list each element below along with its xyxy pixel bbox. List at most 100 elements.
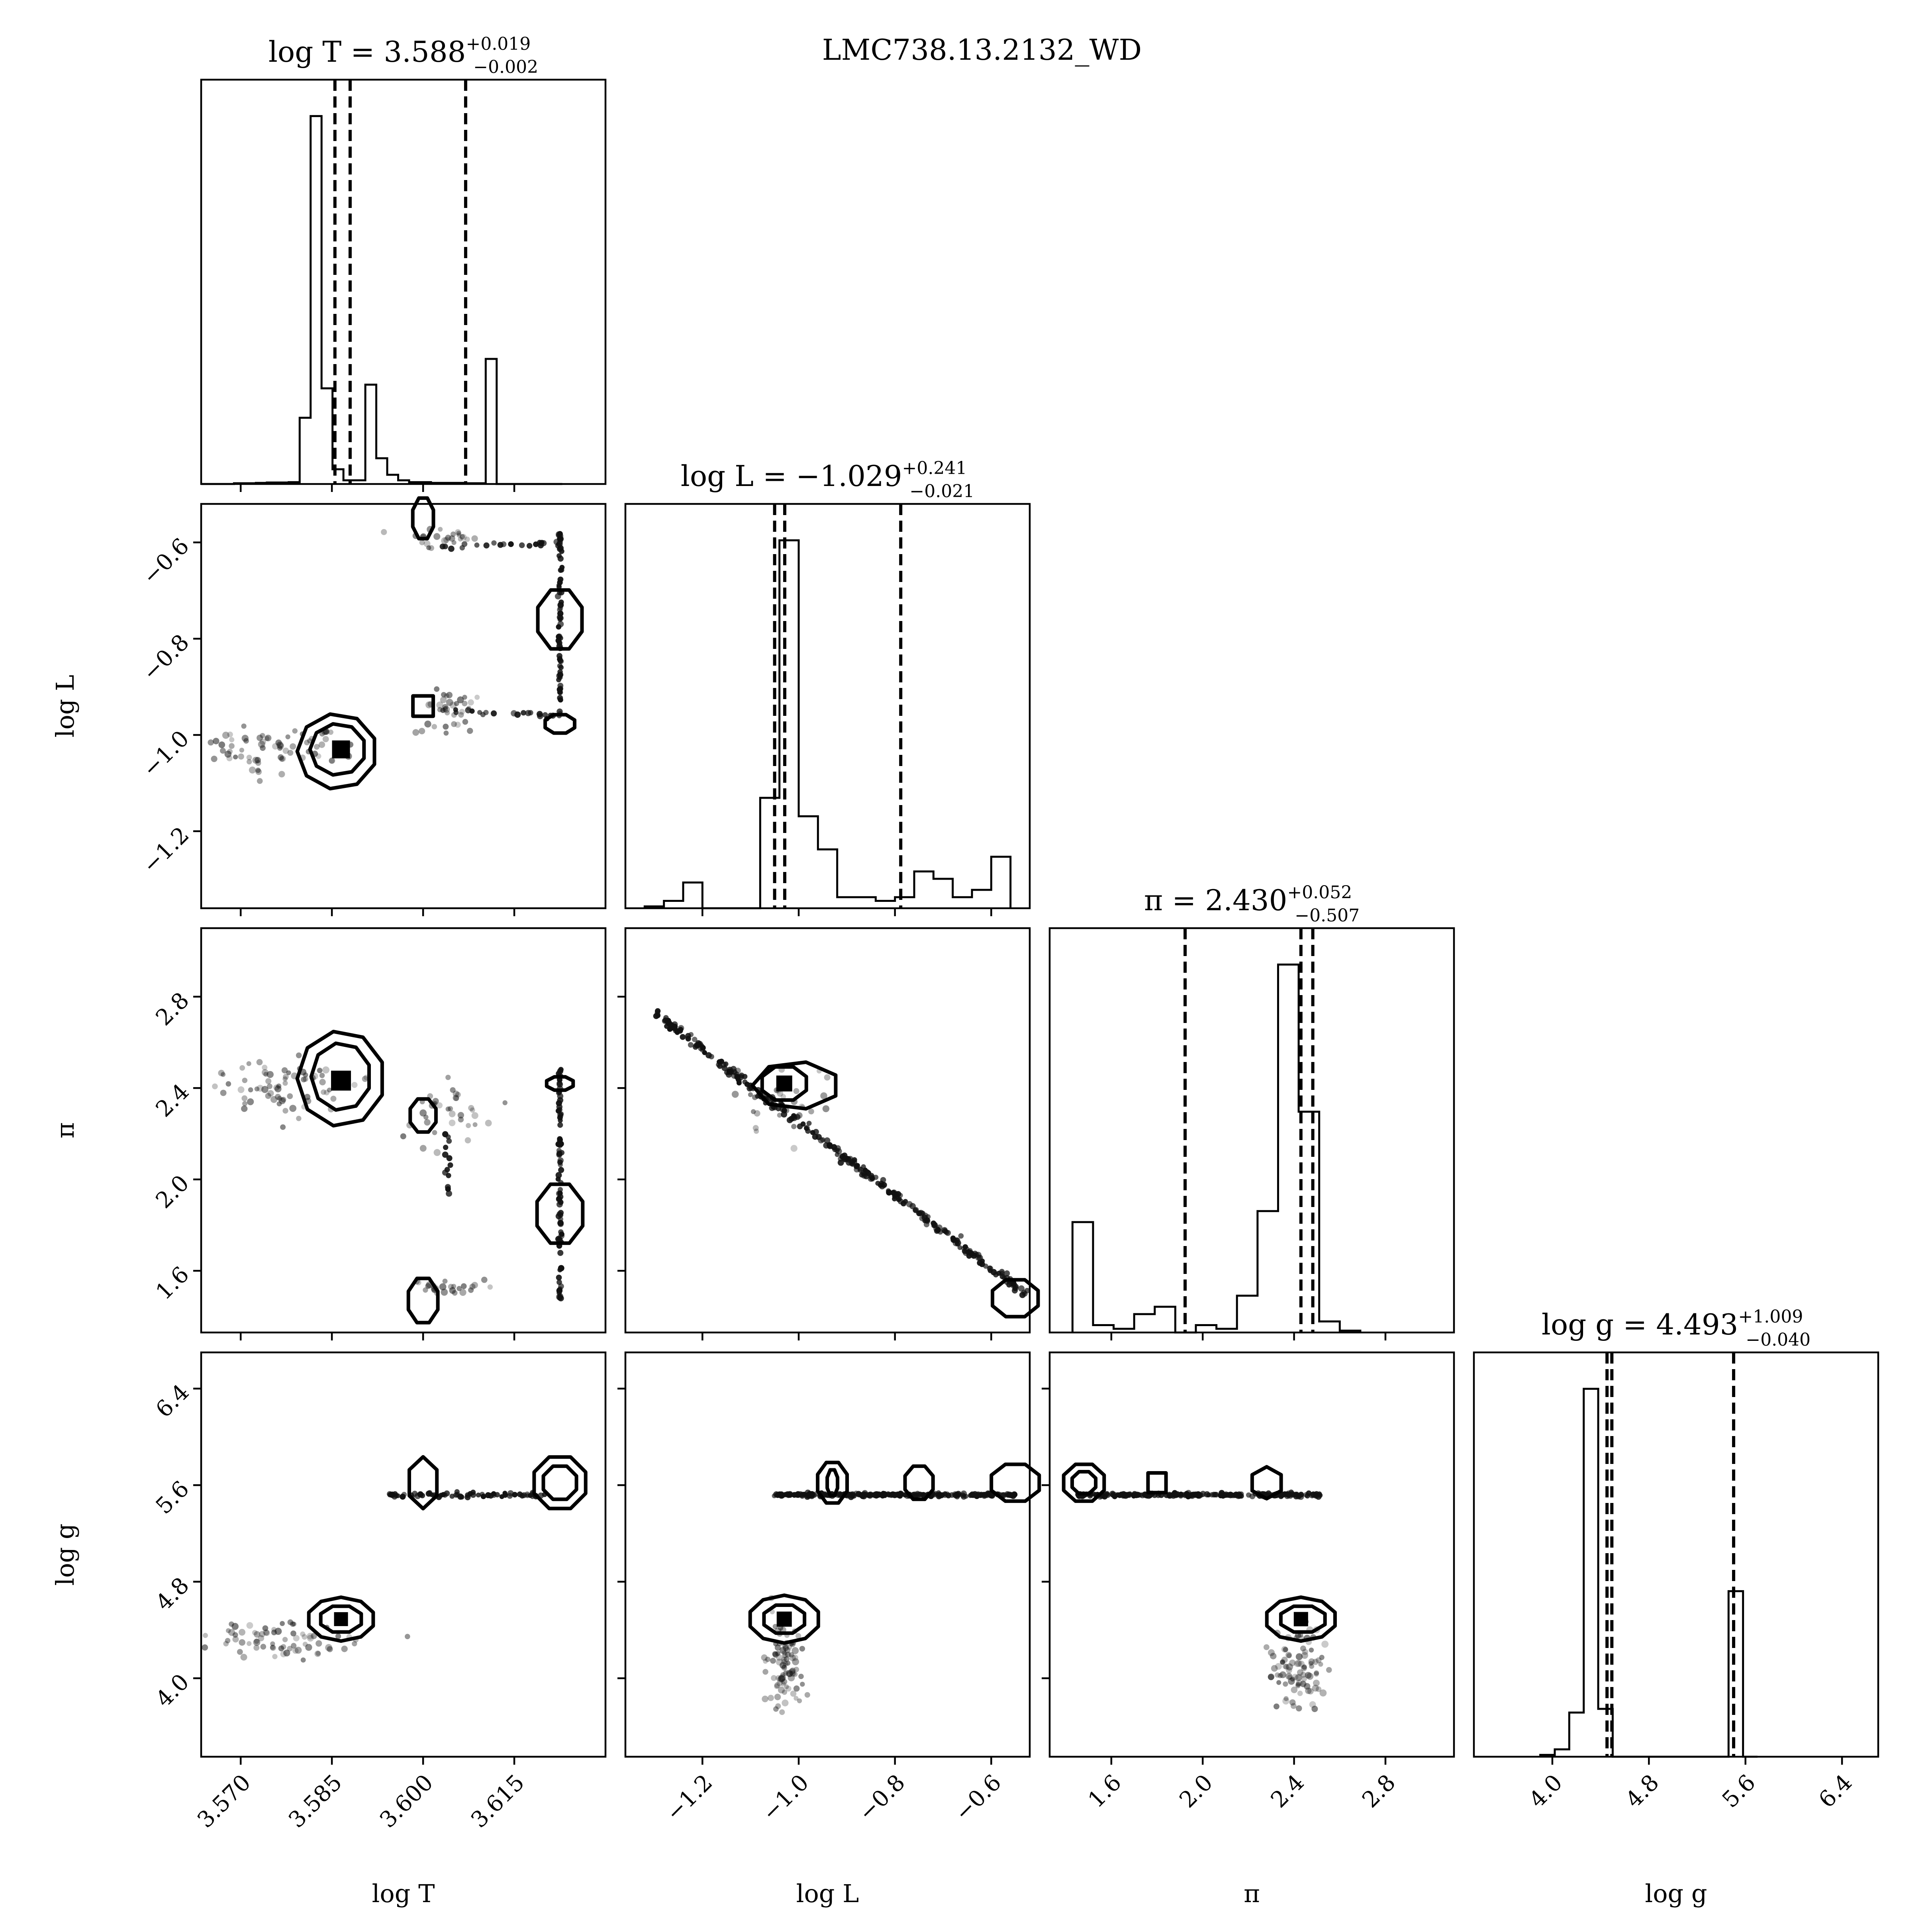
xtick-label-pi: 2.4 bbox=[1266, 1769, 1309, 1813]
sample-point bbox=[462, 700, 468, 707]
sample-point bbox=[287, 1619, 294, 1625]
sample-point bbox=[1308, 1661, 1313, 1666]
sample-point bbox=[283, 1650, 290, 1657]
sample-point bbox=[1309, 1647, 1314, 1653]
sample-point bbox=[556, 1103, 563, 1110]
sample-point bbox=[795, 1633, 801, 1639]
sample-point bbox=[556, 584, 562, 590]
sample-point bbox=[806, 1121, 812, 1126]
sample-point bbox=[999, 1274, 1005, 1280]
sample-point bbox=[557, 1115, 563, 1121]
sample-point bbox=[304, 739, 310, 746]
scatter-panel-logL-logg bbox=[617, 1351, 1041, 1765]
sample-point bbox=[257, 778, 263, 784]
sample-point bbox=[804, 1692, 810, 1698]
sample-point bbox=[1326, 1667, 1332, 1673]
sample-point bbox=[671, 1023, 678, 1030]
sample-point bbox=[834, 1147, 840, 1153]
sample-point bbox=[752, 1094, 758, 1100]
sample-point bbox=[788, 1674, 795, 1681]
sample-point bbox=[239, 1629, 246, 1636]
sample-point bbox=[246, 759, 252, 764]
sample-point bbox=[211, 755, 217, 762]
sample-point bbox=[750, 1109, 756, 1114]
ytick-label-pi: 2.4 bbox=[151, 1079, 194, 1122]
sample-point bbox=[314, 1650, 321, 1657]
sample-point bbox=[1290, 1703, 1297, 1709]
sample-point bbox=[258, 741, 265, 748]
sample-point bbox=[777, 1113, 782, 1118]
sample-point bbox=[1298, 1660, 1305, 1667]
sample-point bbox=[1263, 1644, 1270, 1650]
contour-mode bbox=[408, 1455, 439, 1511]
sample-point bbox=[1301, 1664, 1307, 1670]
xtick-label-pi: 2.0 bbox=[1174, 1769, 1218, 1813]
sample-point bbox=[263, 1072, 268, 1077]
sample-point bbox=[502, 1491, 507, 1496]
sample-point bbox=[318, 741, 325, 748]
xaxis-label-logT: log T bbox=[372, 1879, 435, 1908]
sample-point bbox=[521, 710, 526, 716]
histogram-logg bbox=[1539, 1387, 1758, 1758]
sample-point bbox=[754, 1129, 759, 1134]
contour-inner bbox=[309, 1041, 371, 1112]
sample-point bbox=[559, 549, 564, 554]
sample-point bbox=[967, 1248, 973, 1253]
sample-point bbox=[290, 1630, 296, 1636]
sample-point bbox=[443, 723, 449, 730]
sample-point bbox=[558, 697, 563, 702]
sample-point bbox=[776, 1654, 783, 1661]
sample-point bbox=[805, 1128, 811, 1134]
sample-point bbox=[813, 1129, 819, 1135]
sample-point bbox=[460, 534, 467, 541]
sample-point bbox=[246, 1622, 253, 1629]
sample-point bbox=[450, 531, 456, 537]
sample-point bbox=[449, 701, 457, 709]
sample-point bbox=[754, 1110, 760, 1117]
sample-point bbox=[913, 1493, 919, 1499]
axes-frame-logT bbox=[200, 78, 607, 485]
sample-point bbox=[663, 1015, 669, 1021]
sample-point bbox=[255, 768, 261, 773]
sample-point bbox=[762, 1669, 768, 1675]
sample-point bbox=[457, 696, 464, 703]
xtick-label-logT: 3.570 bbox=[192, 1769, 256, 1833]
sample-point bbox=[1287, 1675, 1293, 1680]
sample-point bbox=[526, 543, 533, 549]
sample-point bbox=[1012, 1286, 1018, 1291]
sample-point bbox=[424, 720, 431, 728]
sample-point bbox=[1295, 1674, 1303, 1681]
sample-point bbox=[239, 747, 244, 753]
panel-title-pi: π = 2.430+0.052 −0.507 bbox=[1144, 882, 1360, 926]
contour-mode bbox=[1146, 1471, 1168, 1495]
sample-point bbox=[254, 1638, 259, 1644]
sample-point bbox=[466, 1123, 471, 1129]
sample-point bbox=[890, 1190, 896, 1196]
sample-point bbox=[419, 539, 425, 545]
sample-point bbox=[425, 701, 433, 709]
sample-point bbox=[480, 1493, 486, 1499]
sample-point bbox=[445, 535, 451, 541]
sample-point bbox=[886, 1189, 892, 1196]
panel-title-logg: log g = 4.493+1.009 −0.040 bbox=[1542, 1307, 1811, 1350]
ytick-label-logL: −1.0 bbox=[138, 726, 194, 782]
sample-point bbox=[445, 710, 450, 715]
sample-point bbox=[735, 1074, 740, 1080]
sample-point bbox=[553, 539, 560, 545]
contour-mode bbox=[825, 1468, 839, 1498]
sample-point bbox=[709, 1054, 714, 1060]
sample-point bbox=[282, 1637, 288, 1642]
contour-mode bbox=[991, 1278, 1040, 1319]
sample-point bbox=[972, 1250, 978, 1257]
sample-point bbox=[302, 1642, 308, 1647]
sample-point bbox=[1120, 1492, 1125, 1497]
sample-point bbox=[446, 1173, 451, 1178]
sample-point bbox=[1213, 1491, 1219, 1497]
sample-point bbox=[777, 1676, 784, 1683]
sample-point bbox=[393, 1493, 399, 1498]
sample-point bbox=[1295, 1705, 1302, 1712]
sample-point bbox=[558, 1199, 564, 1205]
sample-point bbox=[412, 729, 419, 736]
sample-point bbox=[246, 1061, 251, 1066]
contour-mode bbox=[406, 1276, 440, 1325]
